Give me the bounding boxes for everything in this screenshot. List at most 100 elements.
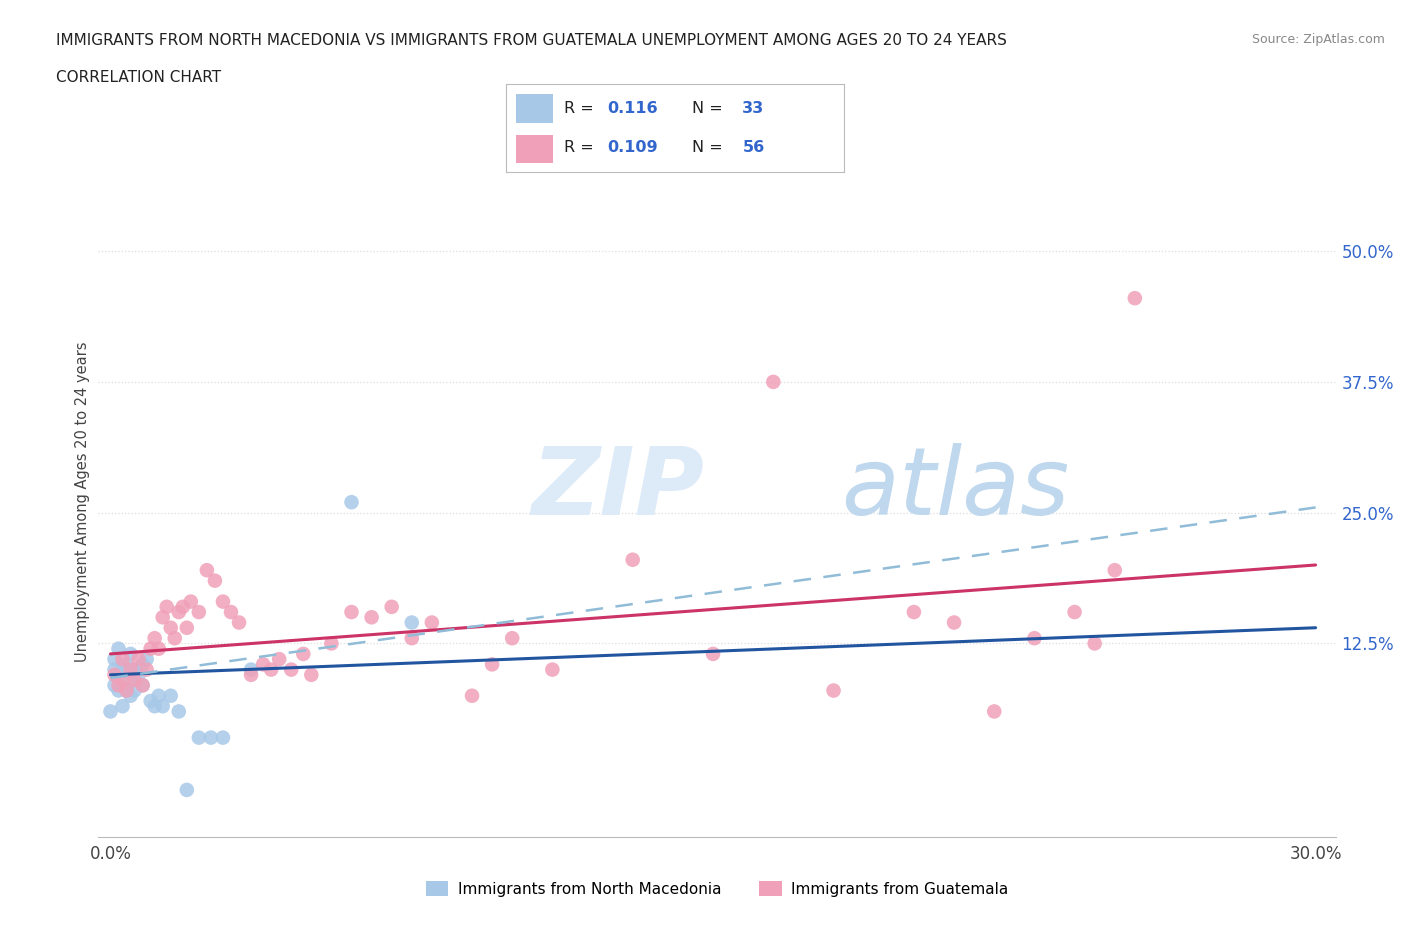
Text: ZIP: ZIP	[531, 443, 704, 535]
Point	[321, 636, 343, 651]
Point	[163, 631, 186, 645]
Point	[124, 662, 146, 677]
Point	[120, 688, 142, 703]
Point	[200, 730, 222, 745]
Point	[115, 657, 138, 671]
Point	[381, 600, 404, 615]
Text: 0.109: 0.109	[607, 140, 658, 154]
FancyBboxPatch shape	[516, 94, 554, 123]
Point	[541, 662, 564, 677]
Point	[1104, 563, 1126, 578]
Point	[124, 672, 146, 687]
Point	[156, 600, 179, 615]
Point	[148, 642, 170, 657]
Point	[1084, 636, 1107, 651]
Point	[1063, 604, 1085, 619]
Point	[983, 704, 1005, 719]
Point	[167, 604, 190, 619]
Point	[702, 646, 724, 661]
Point	[280, 662, 302, 677]
Text: N =: N =	[692, 101, 728, 116]
Point	[762, 375, 785, 390]
Text: atlas: atlas	[841, 444, 1069, 535]
Point	[180, 594, 202, 609]
Point	[1024, 631, 1046, 645]
Point	[172, 600, 194, 615]
Point	[212, 594, 235, 609]
Point	[195, 563, 218, 578]
Point	[260, 662, 283, 677]
Point	[159, 688, 181, 703]
Point	[103, 668, 125, 683]
FancyBboxPatch shape	[516, 135, 554, 164]
Text: N =: N =	[692, 140, 728, 154]
Y-axis label: Unemployment Among Ages 20 to 24 years: Unemployment Among Ages 20 to 24 years	[75, 342, 90, 662]
Point	[100, 704, 122, 719]
Point	[103, 678, 125, 693]
Point	[148, 688, 170, 703]
Point	[176, 782, 198, 797]
Point	[167, 704, 190, 719]
Point	[131, 678, 153, 693]
Point	[128, 652, 150, 667]
Point	[139, 694, 162, 709]
Point	[340, 604, 363, 619]
Point	[152, 610, 174, 625]
Point	[120, 672, 142, 687]
Point	[299, 668, 322, 683]
Point	[401, 615, 423, 630]
Point	[621, 552, 644, 567]
Point	[107, 683, 129, 698]
Point	[107, 642, 129, 657]
Point	[103, 662, 125, 677]
Point	[124, 683, 146, 698]
Point	[501, 631, 523, 645]
Text: Source: ZipAtlas.com: Source: ZipAtlas.com	[1251, 33, 1385, 46]
Point	[152, 698, 174, 713]
Point	[176, 620, 198, 635]
Point	[135, 652, 157, 667]
Text: R =: R =	[564, 101, 599, 116]
Point	[120, 662, 142, 677]
Point	[340, 495, 363, 510]
Point	[143, 698, 166, 713]
Point	[420, 615, 443, 630]
Point	[111, 698, 134, 713]
Text: 33: 33	[742, 101, 765, 116]
Point	[120, 646, 142, 661]
Point	[212, 730, 235, 745]
Point	[823, 683, 845, 698]
Point	[135, 662, 157, 677]
Point	[204, 573, 226, 588]
Point	[131, 678, 153, 693]
Point	[219, 604, 242, 619]
Text: IMMIGRANTS FROM NORTH MACEDONIA VS IMMIGRANTS FROM GUATEMALA UNEMPLOYMENT AMONG : IMMIGRANTS FROM NORTH MACEDONIA VS IMMIG…	[56, 33, 1007, 47]
Text: CORRELATION CHART: CORRELATION CHART	[56, 70, 221, 85]
Point	[107, 668, 129, 683]
Point	[128, 668, 150, 683]
Point	[103, 652, 125, 667]
Point	[131, 657, 153, 671]
Text: 56: 56	[742, 140, 765, 154]
Point	[115, 683, 138, 698]
Point	[107, 678, 129, 693]
Point	[240, 662, 263, 677]
Point	[187, 604, 209, 619]
Point	[228, 615, 250, 630]
Point	[111, 672, 134, 687]
Point	[269, 652, 291, 667]
Point	[481, 657, 503, 671]
Point	[1123, 291, 1146, 306]
Point	[252, 657, 274, 671]
Point	[903, 604, 925, 619]
Point	[292, 646, 315, 661]
Point	[139, 642, 162, 657]
Point	[187, 730, 209, 745]
Text: 0.116: 0.116	[607, 101, 658, 116]
Legend: Immigrants from North Macedonia, Immigrants from Guatemala: Immigrants from North Macedonia, Immigra…	[419, 875, 1015, 903]
Point	[111, 662, 134, 677]
Point	[159, 620, 181, 635]
Point	[240, 668, 263, 683]
Point	[461, 688, 484, 703]
Point	[360, 610, 382, 625]
